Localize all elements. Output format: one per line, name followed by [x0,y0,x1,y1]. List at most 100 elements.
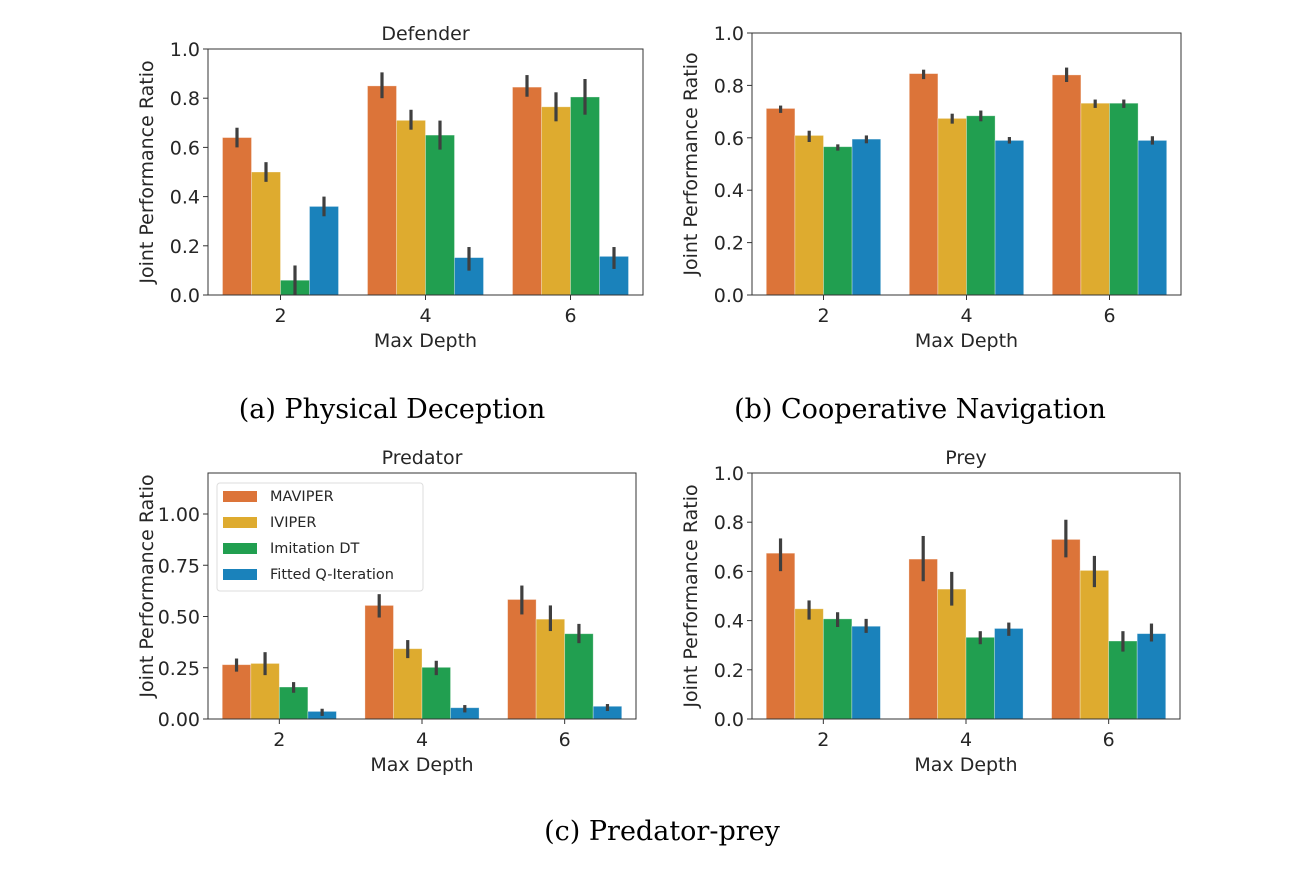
y-tick-label: 0.75 [158,555,200,577]
bar-iviper-4 [396,119,426,296]
legend-box [216,482,424,592]
bar-iviper-2 [794,135,824,296]
caption-a: (a) Physical Deception [239,394,546,425]
bar-fitted-q-iteration-6 [1137,140,1168,296]
bar-imitation-dt-4 [425,134,455,296]
y-axis-label: Joint Performance Ratio [136,60,158,284]
y-tick-label: 0.0 [714,709,744,731]
bar-iviper-4 [937,118,967,296]
y-tick-label: 0.6 [714,128,744,150]
y-tick-label: 0.8 [714,75,744,97]
bar-iviper-6 [541,106,571,296]
bar-maviper-2 [765,552,796,720]
bar-imitation-dt-2 [823,146,853,296]
y-tick-label: 1.00 [158,504,200,526]
bar-imitation-dt-4 [965,636,995,720]
y-axis-label: Joint Performance Ratio [136,474,158,698]
y-axis-label: Joint Performance Ratio [680,484,702,708]
x-axis-label: Max Depth [914,754,1017,776]
x-tick-label: 4 [960,729,972,751]
y-tick-label: 0.2 [170,236,200,258]
x-tick-label: 2 [817,729,829,751]
x-tick-label: 4 [416,729,428,751]
bar-maviper-2 [221,664,252,720]
y-tick-label: 0.8 [170,88,200,110]
y-tick-label: 0.50 [158,607,200,629]
bar-maviper-6 [507,599,537,720]
legend-swatch [223,569,257,580]
bar-imitation-dt-4 [966,115,996,296]
y-tick-label: 0.4 [714,180,744,202]
legend-label: MAVIPER [270,489,334,505]
y-tick-label: 0.8 [714,512,744,534]
bar-maviper-4 [908,73,939,296]
bar-iviper-4 [393,648,423,720]
y-tick-label: 0.2 [714,660,744,682]
bar-imitation-dt-4 [421,666,451,720]
bar-fitted-q-iteration-2 [851,625,881,720]
bar-maviper-2 [765,108,796,296]
bar-iviper-6 [1079,570,1110,720]
bar-fitted-q-iteration-2 [851,138,882,296]
subplot-2: 0.0 0.2 0.4 0.6 0.8 1.0 2 4 6 Max Depth Joint Perf… [680,23,1182,352]
bar-maviper-2 [222,137,252,296]
y-tick-label: 0.0 [170,285,200,307]
bar-imitation-dt-2 [822,618,853,720]
bar-maviper-6 [1051,539,1081,720]
y-tick-label: 0.2 [714,233,744,255]
y-tick-label: 0.4 [714,611,744,633]
bar-iviper-6 [535,618,566,720]
caption-c: (c) Predator-prey [544,816,781,847]
legend: MAVIPER IVIPER Imitation DT Fitted Q-Iterat… [216,482,424,592]
legend-label: Imitation DT [270,541,360,557]
legend-swatch [223,517,257,528]
legend-label: Fitted Q-Iteration [270,567,394,583]
x-tick-label: 4 [419,305,431,327]
y-tick-label: 1.0 [714,23,744,45]
bar-fitted-q-iteration-2 [309,206,339,296]
x-tick-label: 2 [273,729,285,751]
x-tick-label: 6 [1103,729,1115,751]
bar-maviper-6 [1051,74,1082,296]
bar-fitted-q-iteration-4 [994,628,1024,720]
x-axis-label: Max Depth [915,330,1018,352]
x-axis-label: Max Depth [370,754,473,776]
y-tick-label: 0.6 [170,137,200,159]
legend-label: IVIPER [270,515,316,531]
x-tick-label: 4 [960,305,972,327]
bar-iviper-4 [937,588,967,720]
y-tick-label: 1.0 [714,463,744,485]
subplot-title: Defender [381,23,469,45]
y-tick-label: 0.6 [714,561,744,583]
x-tick-label: 6 [1103,305,1115,327]
x-tick-label: 6 [559,729,571,751]
bar-imitation-dt-6 [570,96,600,296]
bar-imitation-dt-6 [564,633,594,720]
subplot-3: 0.00 0.25 0.50 0.75 1.00 2 4 6 Max Depth Joint Pe… [136,447,637,776]
y-tick-label: 0.0 [714,285,744,307]
bar-maviper-4 [367,85,397,296]
caption-b: (b) Cooperative Navigation [734,394,1106,425]
bar-maviper-4 [364,605,394,720]
bar-fitted-q-iteration-6 [1136,633,1167,720]
x-tick-label: 6 [564,305,576,327]
subplot-4: 0.0 0.2 0.4 0.6 0.8 1.0 2 4 6 Max Depth Joint Perf… [680,447,1181,776]
subplot-title: Predator [382,447,463,469]
subplot-title: Prey [945,447,986,469]
bar-fitted-q-iteration-4 [994,140,1025,296]
y-tick-label: 0.4 [170,187,200,209]
y-tick-label: 0.00 [158,709,200,731]
x-tick-label: 2 [274,305,286,327]
x-axis-label: Max Depth [374,330,477,352]
subplot-1: 0.0 0.2 0.4 0.6 0.8 1.0 2 4 6 Max Depth Joint Perf… [136,23,644,352]
bar-imitation-dt-6 [1108,640,1138,720]
bar-iviper-2 [251,171,281,296]
bar-iviper-6 [1080,102,1110,296]
y-tick-label: 0.25 [158,658,200,680]
legend-swatch [223,543,257,554]
bar-iviper-2 [794,608,824,720]
y-tick-label: 1.0 [170,39,200,61]
legend-swatch [223,491,257,502]
x-tick-label: 2 [817,305,829,327]
